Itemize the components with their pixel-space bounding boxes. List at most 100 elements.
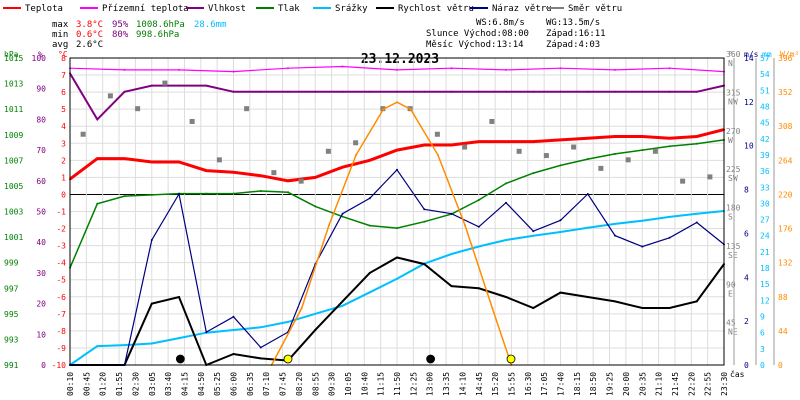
series-1-point: [396, 68, 398, 71]
tick-time: 14:45: [475, 372, 484, 396]
series-0-point: [123, 157, 126, 160]
tick-wm2: 396: [778, 54, 793, 63]
series-5-point: [695, 300, 698, 303]
series-8-point: [300, 307, 303, 310]
series-5-point: [614, 300, 616, 303]
stat-temp-min: 0.6°C: [76, 30, 103, 40]
tick-dir: 360: [726, 50, 741, 59]
wind-dir-point: [244, 106, 250, 112]
legend-wind-speed: Rychlost větru: [398, 4, 474, 14]
wind-dir-point: [462, 144, 468, 150]
tick-time: 21:10: [655, 372, 664, 396]
tick-time: 20:35: [638, 372, 647, 396]
series-3-point: [423, 220, 426, 223]
stat-temp-max: 3.8°C: [76, 20, 103, 30]
series-3-point: [232, 192, 235, 195]
tick-time: 06:00: [230, 372, 239, 396]
series-0-point: [178, 161, 180, 163]
tick-c: -7: [56, 310, 66, 319]
tick-time: 21:45: [671, 372, 680, 396]
tick-time: 08:55: [311, 372, 320, 396]
tick-ms: 10: [744, 142, 754, 151]
series-6-point: [586, 193, 589, 195]
series-3-point: [259, 190, 262, 192]
wind-dir-point: [298, 178, 304, 184]
series-0-point: [287, 179, 289, 182]
info-sun-set: Západ:16:11: [546, 29, 606, 39]
tick-mm: 30: [760, 199, 770, 208]
wind-dir-point: [434, 131, 440, 137]
tick-hpa: 995: [4, 310, 19, 319]
wind-dir-point: [543, 153, 549, 159]
tick-hpa: 993: [4, 335, 19, 344]
series-6-point: [532, 230, 535, 233]
tick-mm: 42: [760, 135, 770, 144]
sunset-marker: [506, 354, 516, 364]
series-4-point: [450, 253, 453, 255]
series-2-point: [123, 90, 126, 93]
tick-time: 15:55: [507, 372, 516, 396]
series-0-point: [505, 140, 507, 143]
legend-humidity: Vlhkost: [208, 4, 246, 14]
series-4-point: [477, 245, 480, 248]
series-4-point: [532, 234, 535, 237]
tick-dir: 270: [726, 127, 741, 136]
tick-mm: 9: [760, 313, 765, 322]
series-3-point: [477, 199, 480, 201]
tick-c: -2: [56, 225, 66, 234]
tick-hpa: 997: [4, 284, 19, 293]
tick-time: 15:20: [491, 372, 500, 396]
tick-hpa: 991: [4, 361, 19, 370]
series-8-point: [491, 307, 494, 310]
tick-mm: 3: [760, 345, 765, 354]
tick-time: 05:25: [213, 372, 222, 396]
tick-hpa: 1001: [4, 233, 23, 242]
series-6-point: [232, 315, 235, 318]
series-2-point: [232, 90, 235, 93]
tick-c: 3: [61, 139, 66, 148]
tick-pct: 50: [36, 208, 46, 217]
tick-c: -1: [56, 208, 66, 217]
series-0-point: [641, 135, 644, 138]
wind-dir-point: [216, 157, 222, 163]
moonset-marker: [175, 354, 185, 364]
tick-mm: 33: [760, 183, 770, 192]
series-5-point: [314, 328, 317, 331]
series-6-point: [178, 193, 180, 195]
tick-hpa: 1011: [4, 105, 23, 114]
series-0-point: [259, 174, 262, 177]
series-1-point: [341, 65, 344, 68]
tick-mm: 0: [760, 361, 765, 370]
series-6-point: [668, 236, 671, 239]
tick-c: -5: [56, 276, 66, 285]
tick-dir-name: NE: [728, 328, 738, 337]
series-4-point: [259, 326, 262, 329]
tick-time: 20:00: [622, 372, 631, 396]
tick-ms: 6: [744, 229, 749, 238]
series-6-point: [396, 168, 398, 171]
wind-dir-point: [598, 165, 604, 171]
legend-wind-dir: Směr větru: [568, 4, 622, 14]
tick-ms: 14: [744, 54, 754, 63]
wind-dir-point: [516, 148, 522, 154]
series-2-point: [396, 90, 398, 93]
series-2-point: [178, 84, 180, 87]
tick-wm2: 132: [778, 259, 793, 268]
tick-dir: 45: [726, 319, 736, 328]
tick-mm: 15: [760, 280, 770, 289]
series-4-point: [123, 344, 126, 347]
series-3-point: [205, 192, 208, 195]
tick-pct: 10: [36, 330, 46, 339]
wind-dir-point: [271, 170, 277, 176]
tick-hpa: 1013: [4, 80, 23, 89]
series-4-point: [287, 320, 289, 323]
tick-mm: 6: [760, 329, 765, 338]
tick-pct: 90: [36, 85, 46, 94]
stat-hum-min: 80%: [112, 30, 129, 40]
tick-hpa: 1009: [4, 131, 23, 140]
tick-time: 23:30: [720, 372, 729, 396]
series-0-point: [232, 171, 235, 174]
series-1-point: [614, 68, 616, 71]
